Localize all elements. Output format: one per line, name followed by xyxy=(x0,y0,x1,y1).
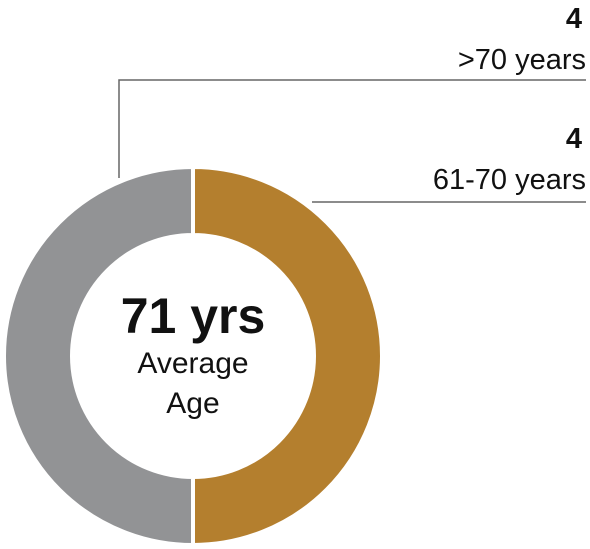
donut-slice-61-70-years xyxy=(191,164,384,548)
leader-line-over-70 xyxy=(118,79,586,178)
donut-slice-70-years xyxy=(2,164,195,548)
center-label-average: Average xyxy=(137,347,248,380)
callout-label-over-70: >70 years xyxy=(458,44,586,76)
center-average-value: 71 yrs xyxy=(121,288,266,344)
slices-layer xyxy=(2,164,384,548)
callout-label-61-70: 61-70 years xyxy=(433,164,586,196)
center-label-age: Age xyxy=(166,387,219,420)
callout-count-61-70: 4 xyxy=(566,123,582,155)
callout-count-over-70: 4 xyxy=(566,3,582,35)
